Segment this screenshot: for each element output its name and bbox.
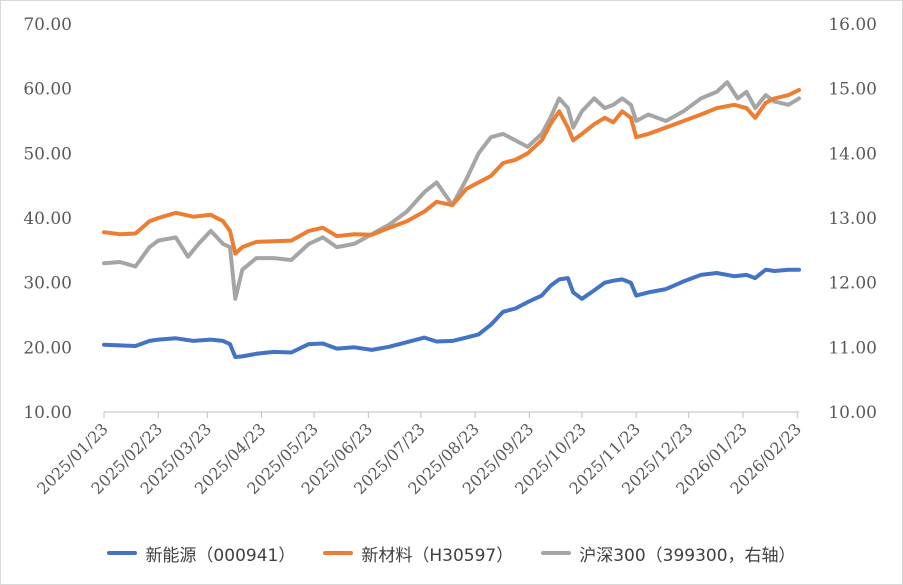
right-tick-label: 11.00 bbox=[828, 338, 877, 358]
left-tick-label: 30.00 bbox=[23, 274, 72, 294]
left-axis-ticks: 10.00 20.00 30.00 40.00 50.00 60.00 70.00 bbox=[23, 15, 72, 423]
legend-swatch-new-materials bbox=[323, 551, 354, 555]
legend-swatch-new-energy bbox=[107, 551, 138, 555]
right-tick-label: 13.00 bbox=[828, 209, 877, 229]
right-tick-label: 16.00 bbox=[828, 15, 877, 35]
right-tick-label: 10.00 bbox=[828, 403, 877, 423]
left-tick-label: 10.00 bbox=[23, 403, 72, 423]
legend-item-csi300: 沪深300（399300，右轴） bbox=[541, 541, 796, 566]
legend: 新能源（000941） 新材料（H30597） 沪深300（399300，右轴） bbox=[0, 540, 903, 566]
right-axis-ticks: 10.00 11.00 12.00 13.00 14.00 15.00 16.00 bbox=[828, 15, 877, 423]
series-line-new-energy bbox=[102, 267, 801, 359]
series-line-csi300 bbox=[102, 80, 801, 301]
left-tick-label: 60.00 bbox=[23, 80, 72, 100]
series-line-new-materials bbox=[102, 88, 801, 256]
right-tick-label: 14.00 bbox=[828, 144, 877, 164]
right-tick-label: 12.00 bbox=[828, 274, 877, 294]
legend-swatch-csi300 bbox=[541, 551, 572, 555]
left-tick-label: 50.00 bbox=[23, 144, 72, 164]
x-axis: 2025/01/232025/02/232025/03/232025/04/23… bbox=[33, 411, 805, 498]
legend-label-new-materials: 新材料（H30597） bbox=[361, 545, 514, 566]
series-layer bbox=[102, 80, 801, 359]
left-tick-label: 20.00 bbox=[23, 338, 72, 358]
legend-label-csi300: 沪深300（399300，右轴） bbox=[579, 545, 796, 566]
right-tick-label: 15.00 bbox=[828, 80, 877, 100]
left-tick-label: 70.00 bbox=[23, 15, 72, 35]
left-tick-label: 40.00 bbox=[23, 209, 72, 229]
legend-label-new-energy: 新能源（000941） bbox=[145, 545, 296, 566]
legend-item-new-materials: 新材料（H30597） bbox=[323, 541, 513, 566]
legend-item-new-energy: 新能源（000941） bbox=[107, 541, 295, 566]
